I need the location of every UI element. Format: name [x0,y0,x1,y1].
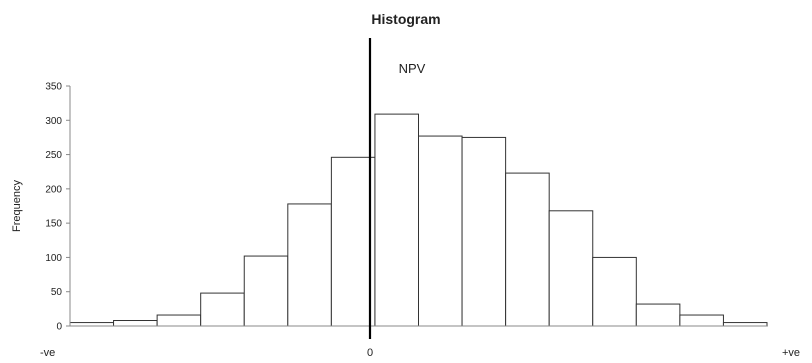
histogram-bar [461,136,507,327]
y-tick-label: 200 [45,184,62,195]
histogram-bar [722,322,768,327]
histogram-bar [635,303,681,327]
histogram-bar [505,172,550,327]
x-label-left: -ve [40,347,55,359]
bars-layer [69,113,768,327]
y-tick-label: 50 [51,287,63,298]
histogram-bar [679,314,724,327]
histogram-bar [113,320,158,327]
x-label-center: 0 [367,347,373,359]
y-tick-label: 250 [45,150,62,161]
y-tick-label: 100 [45,253,62,264]
y-axis-title: Frequency [11,180,23,232]
axes-layer [69,86,767,327]
y-ticks: 0 50 100 150 200 250 300 350 [45,82,70,333]
y-tick-label: 150 [45,219,62,230]
histogram-bar [330,156,376,327]
y-tick-label: 350 [45,82,62,93]
histogram-bar [243,255,289,327]
y-tick-label: 0 [56,322,62,333]
x-label-right: +ve [782,347,800,359]
histogram-bar [418,135,463,327]
chart-title: Histogram [371,11,440,27]
histogram-bar [69,322,115,327]
histogram-bar [548,210,594,327]
histogram-bar [200,292,245,327]
npv-annotation: NPV [399,61,426,76]
histogram-bar [287,203,332,327]
histogram-bar [374,113,420,327]
histogram-bar [156,314,202,327]
histogram-bar [592,256,637,327]
y-tick-label: 300 [45,116,62,127]
